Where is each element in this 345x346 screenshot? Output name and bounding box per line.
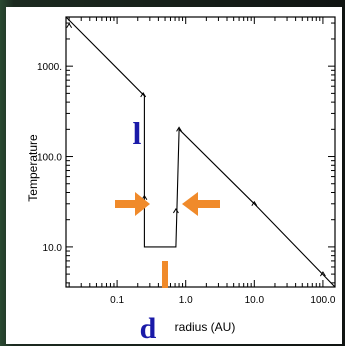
series-arrow-markers	[66, 22, 326, 277]
y-tick-label: 100.0	[37, 153, 62, 164]
axis-tick-labels: 0.1 1.0 10.0 100.0 10.0 100.0 1000.	[37, 62, 336, 306]
x-tick-label: 10.0	[245, 295, 265, 306]
y-tick-label: 10.0	[43, 243, 63, 254]
right-orange-arrow	[182, 192, 220, 216]
arrow-marker	[319, 271, 326, 277]
plot-panel	[6, 7, 342, 344]
x-tick-label: 0.1	[110, 295, 124, 306]
orange-distance-marker	[162, 261, 168, 288]
arrow-marker	[176, 126, 182, 132]
y-tick-label: 1000.	[37, 62, 62, 73]
plot-area	[65, 16, 336, 288]
y-axis-label: Temperature	[26, 134, 40, 202]
x-tick-label: 1.0	[179, 295, 193, 306]
axis-ticks	[66, 17, 335, 287]
arrow-marker	[140, 92, 147, 98]
arrow-marker	[66, 22, 73, 29]
gap-height-label-l: l	[133, 115, 142, 151]
temperature-series-line	[65, 16, 336, 288]
x-axis-label: radius (AU)	[175, 320, 236, 334]
gap-distance-label-d: d	[140, 312, 157, 345]
arrow-marker	[251, 200, 258, 207]
arrow-marker	[172, 207, 179, 214]
left-orange-arrow	[115, 192, 150, 216]
x-tick-label: 100.0	[310, 295, 335, 306]
